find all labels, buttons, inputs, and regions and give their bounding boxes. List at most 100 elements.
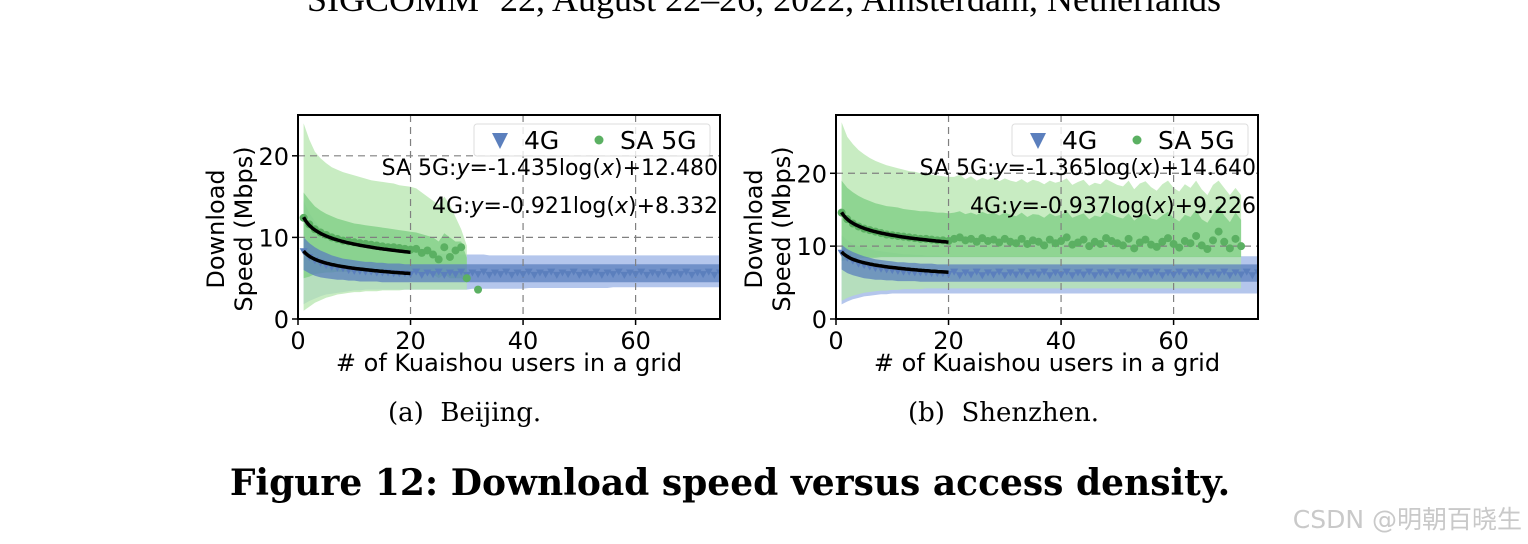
point-4g <box>1045 272 1054 280</box>
point-4g <box>659 268 668 276</box>
point-sa5g <box>1208 236 1217 245</box>
point-4g <box>1141 269 1150 277</box>
point-4g <box>1135 272 1144 280</box>
point-sa5g <box>434 255 443 264</box>
equation-part: y <box>1007 194 1022 219</box>
point-sa5g <box>423 246 432 255</box>
equation-part: )+9.226 <box>1166 194 1256 219</box>
point-sa5g <box>1231 234 1240 243</box>
point-sa5g <box>1225 244 1234 253</box>
legend-box <box>473 123 711 157</box>
point-4g <box>1040 268 1049 276</box>
subcaption-a: (a) Beijing. <box>388 398 541 428</box>
legend-label-4g: 4G <box>524 126 559 155</box>
equation-part: x <box>600 156 615 181</box>
figure-caption: Figure 12: Download speed versus access … <box>229 462 1231 504</box>
point-4g <box>564 271 573 279</box>
point-sa5g <box>1079 235 1088 244</box>
x-tick-label: 20 <box>933 327 964 355</box>
point-sa5g <box>1186 239 1195 248</box>
legend: 4G SA 5G <box>473 123 711 157</box>
point-sa5g <box>1152 242 1161 251</box>
point-4g <box>1051 269 1060 277</box>
point-4g <box>950 268 959 276</box>
point-4g <box>704 268 713 276</box>
point-4g <box>592 268 601 276</box>
page-header: SIGCOMM ’22, August 22–26, 2022, Amsterd… <box>0 0 1528 20</box>
point-4g <box>1248 272 1257 280</box>
equation-part: =-1.435log( <box>469 156 600 181</box>
point-sa5g <box>1062 233 1071 242</box>
point-4g <box>972 268 981 276</box>
point-4g <box>1231 269 1240 277</box>
point-4g <box>1220 268 1229 276</box>
point-4g <box>1163 269 1172 277</box>
x-tick-label: 20 <box>395 327 426 355</box>
point-4g <box>687 271 696 279</box>
point-4g <box>1028 269 1037 277</box>
legend-box <box>1011 123 1249 157</box>
fit-equation-4g: 4G:y=-0.921log(x)+8.332 <box>432 194 718 219</box>
x-tick-label: 0 <box>290 327 305 355</box>
point-4g <box>620 271 629 279</box>
point-4g <box>676 271 685 279</box>
point-4g <box>412 268 421 276</box>
point-4g <box>1079 271 1088 279</box>
x-axis-label: # of Kuaishou users in a grid <box>336 349 682 377</box>
point-4g <box>967 271 976 279</box>
point-4g <box>1158 272 1167 280</box>
y-axis-label-line2: Speed (Mbps) <box>230 146 258 311</box>
equation-part: x <box>1152 194 1167 219</box>
y-axis-label-line2: Speed (Mbps) <box>768 146 796 311</box>
x-tick-label: 60 <box>1158 327 1189 355</box>
point-4g <box>434 268 443 276</box>
point-4g <box>1107 268 1116 276</box>
axes-frame <box>835 114 1259 320</box>
subcaption-b: (b) Shenzhen. <box>908 398 1099 428</box>
plot-area <box>836 115 1258 319</box>
legend-marker-4g <box>492 133 508 149</box>
point-4g <box>1225 272 1234 280</box>
point-4g <box>440 271 449 279</box>
point-4g <box>682 268 691 276</box>
fit-line-4g <box>840 250 949 274</box>
point-4g <box>614 268 623 276</box>
y-tick-label: 20 <box>258 143 289 171</box>
point-4g <box>474 271 483 279</box>
x-tick-label: 60 <box>620 327 651 355</box>
point-4g <box>995 268 1004 276</box>
point-4g <box>665 271 674 279</box>
point-sa5g <box>1237 242 1246 251</box>
equation-part: )+14.640 <box>1152 156 1256 181</box>
y-tick-label: 0 <box>812 306 827 334</box>
point-4g <box>1057 271 1066 279</box>
point-4g <box>1242 268 1251 276</box>
point-4g <box>1214 271 1223 279</box>
legend-label-sa5g: SA 5G <box>620 126 697 155</box>
point-4g <box>654 271 663 279</box>
equation-part: 4G: <box>432 194 470 219</box>
point-sa5g <box>1203 245 1212 254</box>
point-sa5g <box>1118 241 1127 250</box>
point-4g <box>1034 271 1043 279</box>
point-sa5g <box>474 285 483 294</box>
point-4g <box>1175 268 1184 276</box>
subcaption-a-label: (a) <box>388 398 424 428</box>
point-4g <box>575 271 584 279</box>
fit-equation-sa5g: SA 5G:y=-1.365log(x)+14.640 <box>920 156 1256 181</box>
point-sa5g <box>457 243 466 252</box>
x-tick-label: 40 <box>508 327 539 355</box>
fit-line-sa5g <box>840 211 949 244</box>
point-4g <box>1085 268 1094 276</box>
point-4g <box>429 271 438 279</box>
legend: 4G SA 5G <box>1011 123 1249 157</box>
point-4g <box>1124 271 1133 279</box>
point-4g <box>1006 269 1015 277</box>
point-4g <box>524 268 533 276</box>
subcaption-b-label: (b) <box>908 398 945 428</box>
point-4g <box>609 271 618 279</box>
equation-part: 4G: <box>970 194 1008 219</box>
point-4g <box>485 271 494 279</box>
